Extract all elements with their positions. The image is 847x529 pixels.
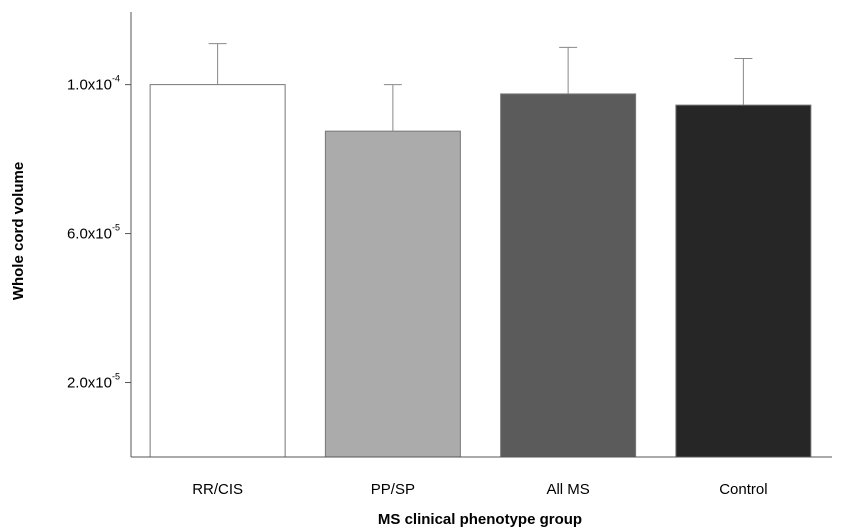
y-tick-mantissa: 2.0x10 bbox=[67, 375, 112, 392]
error-bars-group bbox=[208, 43, 753, 132]
y-tick-exponent: -5 bbox=[112, 223, 120, 233]
y-tick-label: 2.0x10-5 bbox=[67, 372, 120, 392]
x-tick-label: Control bbox=[719, 481, 767, 498]
y-axis-title: Whole cord volume bbox=[10, 162, 27, 300]
y-tick-label: 6.0x10-5 bbox=[67, 223, 120, 243]
y-tick-mantissa: 6.0x10 bbox=[67, 226, 112, 243]
y-ticks-group: 2.0x10-56.0x10-51.0x10-4 bbox=[67, 74, 131, 392]
y-tick-mantissa: 1.0x10 bbox=[67, 77, 112, 94]
x-tick-label: All MS bbox=[546, 481, 589, 498]
y-tick-exponent: -5 bbox=[112, 372, 120, 382]
bar-control bbox=[675, 104, 812, 458]
bar-rr-cis bbox=[149, 84, 286, 458]
bar-all-ms bbox=[500, 93, 637, 458]
x-tick-label: PP/SP bbox=[371, 481, 415, 498]
y-tick-label: 1.0x10-4 bbox=[67, 74, 120, 94]
y-tick-exponent: -4 bbox=[112, 74, 120, 84]
x-tick-label: RR/CIS bbox=[192, 481, 243, 498]
x-axis-title: MS clinical phenotype group bbox=[378, 511, 582, 528]
x-tick-labels-group: RR/CIS PP/SP All MS Control bbox=[192, 481, 767, 498]
bar-pp-sp bbox=[324, 130, 461, 458]
bars-group bbox=[149, 84, 812, 458]
